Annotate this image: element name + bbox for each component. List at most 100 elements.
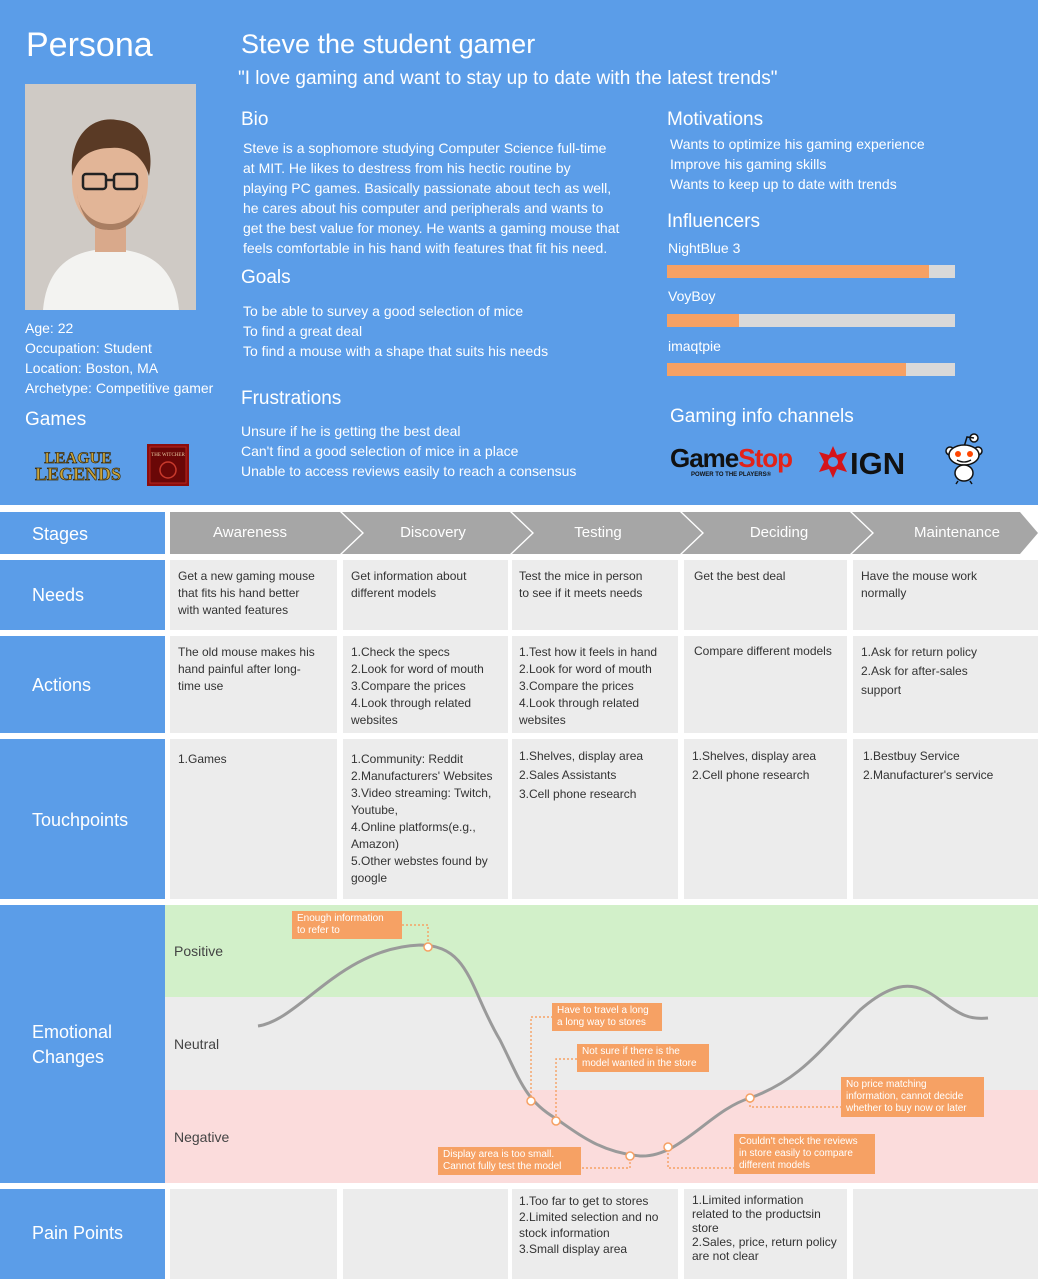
gamestop-tagline: POWER TO THE PLAYERS® <box>690 472 772 478</box>
text-line: 3.Small display area <box>519 1242 628 1256</box>
persona-occupation: Occupation: Student <box>25 340 152 356</box>
text-line: support <box>861 683 902 697</box>
actions-text: Compare different models <box>694 643 832 660</box>
needs-text: Test the mice in person to see if it meet… <box>519 568 642 602</box>
text-line: 1.Ask for return policy <box>861 645 978 659</box>
row-label-text: Changes <box>32 1047 105 1067</box>
text-line: 3.Video streaming: Twitch, <box>351 786 492 800</box>
touchpoints-text: 1.Bestbuy Service 2.Manufacturer's servic… <box>863 747 993 785</box>
stage-arrow <box>852 512 1038 554</box>
text-line: stock information <box>519 1226 610 1240</box>
text-line: Have the mouse work <box>861 569 978 583</box>
actions-cell: The old mouse makes his hand painful afte… <box>170 636 337 733</box>
text-line: websites <box>519 713 566 727</box>
curve-point <box>625 1151 635 1161</box>
text-line: 1.Bestbuy Service <box>863 749 960 763</box>
text-line: 1.Community: Reddit <box>351 752 464 766</box>
influencers-title: Influencers <box>667 211 760 232</box>
bio-title: Bio <box>241 109 269 130</box>
reddit-alien-icon <box>945 433 983 485</box>
text-line: Not sure if there is the <box>582 1046 680 1057</box>
stage-arrows <box>170 512 1038 554</box>
text-line: Get information about <box>351 569 467 583</box>
needs-cell: Have the mouse work normally <box>853 560 1038 630</box>
callout-line <box>667 1147 735 1169</box>
motivations-list: Wants to optimize his gaming experience … <box>670 134 925 194</box>
ign-wordmark: IGN <box>850 446 905 479</box>
row-label-pain-points: Pain Points <box>0 1189 165 1279</box>
stage-arrow <box>682 512 872 554</box>
stage-discovery: Discovery <box>352 512 514 554</box>
curve-point <box>663 1142 673 1152</box>
influencer-name: imaqtpie <box>668 338 721 354</box>
text-line: 1.Check the specs <box>351 645 450 659</box>
stage-label: Deciding <box>749 524 809 541</box>
touchpoints-cell: 1.Bestbuy Service 2.Manufacturer's servic… <box>853 739 1038 899</box>
text-line: 1.Shelves, display area <box>692 749 817 763</box>
touchpoints-cell: 1.Community: Reddit 2.Manufacturers' Webs… <box>343 739 508 899</box>
text-line: time use <box>178 679 224 693</box>
curve-point <box>745 1093 755 1103</box>
row-label-text: Needs <box>32 585 85 605</box>
row-label-text: Touchpoints <box>32 810 129 830</box>
text-line: 3.Cell phone research <box>519 787 637 801</box>
actions-cell: Compare different models <box>684 636 847 733</box>
bio-line: feels comfortable in his hand with featu… <box>243 240 608 256</box>
text-line: Get a new gaming mouse <box>178 569 315 583</box>
frustrations-list: Unsure if he is getting the best deal Ca… <box>241 421 576 481</box>
actions-cell: 1.Check the specs 2.Look for word of mout… <box>343 636 508 733</box>
text-line: store <box>692 1221 719 1235</box>
goals-list: To be able to survey a good selection of… <box>243 301 548 361</box>
text-line: a long way to stores <box>557 1017 646 1028</box>
actions-cell: 1.Ask for return policy 2.Ask for after-s… <box>853 636 1038 733</box>
needs-cell: Test the mice in person to see if it meet… <box>512 560 678 630</box>
text-line: Amazon) <box>351 837 400 851</box>
callout-line <box>555 1058 577 1121</box>
text-line: Youtube, <box>351 803 398 817</box>
influencer-bar <box>667 363 955 376</box>
stage-arrow <box>342 512 532 554</box>
text-line: Have to travel a long <box>557 1005 649 1016</box>
persona-location: Location: Boston, MA <box>25 360 159 376</box>
pain-cell <box>853 1189 1038 1279</box>
needs-text: Have the mouse work normally <box>861 568 977 602</box>
text-line: Cannot fully test the model <box>443 1161 562 1172</box>
lol-logo-icon: LEAGUE LEGENDS <box>35 450 122 485</box>
emotion-note: No price matching information, cannot dec… <box>841 1077 984 1117</box>
text-line: that fits his hand better <box>178 586 300 600</box>
pain-text: 1.Too far to get to stores 2.Limited sele… <box>519 1193 658 1257</box>
persona-archetype: Archetype: Competitive gamer <box>25 380 214 396</box>
motivations-title: Motivations <box>667 109 764 130</box>
influencer-bar-fill <box>667 363 907 376</box>
bio-line: at MIT. He likes to destress from his he… <box>243 160 571 176</box>
text-line: different models <box>351 586 437 600</box>
influencer-name: VoyBoy <box>668 288 716 304</box>
row-label-emotional: Emotional Changes <box>0 905 165 1183</box>
stage-label: Discovery <box>400 524 466 541</box>
text-line: to refer to <box>297 925 340 936</box>
text-line: The old mouse makes his <box>178 645 315 659</box>
bio-text: Steve is a sophomore studying Computer S… <box>243 138 619 258</box>
channels-title: Gaming info channels <box>670 406 854 427</box>
stage-deciding: Deciding <box>694 512 864 554</box>
stage-label: Testing <box>574 524 622 541</box>
text-line: Display area is too small. <box>443 1149 555 1160</box>
curve-points <box>423 942 755 1161</box>
influencer-bar-fill <box>667 314 739 327</box>
text-line: are not clear <box>692 1249 759 1263</box>
svg-text:LEGENDS: LEGENDS <box>35 464 121 484</box>
text-line: 4.Online platforms(e.g., <box>351 820 476 834</box>
influencer-bar-fill <box>667 265 930 278</box>
bio-line: he cares about his computer and peripher… <box>243 200 604 216</box>
row-label-text: Pain Points <box>32 1223 124 1243</box>
text-line: in store easily to compare <box>739 1148 853 1159</box>
text-line: google <box>351 871 388 885</box>
text-line: 2.Cell phone research <box>692 768 810 782</box>
text-line: Compare different models <box>694 644 832 658</box>
gamestop-wordmark: GameStop <box>670 443 793 473</box>
bio-line: playing PC games. Basically passionate a… <box>243 180 612 196</box>
person-avatar-icon <box>25 84 196 310</box>
touchpoints-cell: 1.Games <box>170 739 337 899</box>
curve-point <box>551 1116 561 1126</box>
